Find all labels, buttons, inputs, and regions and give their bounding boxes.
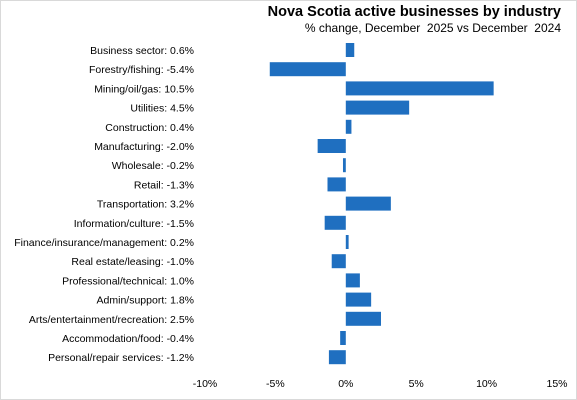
bar (345, 292, 372, 307)
category-label: Utilities: 4.5% (130, 103, 194, 115)
category-label: Arts/entertainment/recreation: 2.5% (29, 314, 194, 326)
bar (327, 177, 346, 192)
category-label: Information/culture: -1.5% (74, 218, 194, 230)
bar (342, 158, 346, 173)
x-tick-label: -5% (266, 378, 285, 390)
category-label: Transportation: 3.2% (97, 199, 194, 211)
x-tick-label: 5% (409, 378, 424, 390)
bar (345, 311, 381, 326)
bar (345, 81, 494, 96)
chart-subtitle: % change, December 2025 vs December 2024 (304, 21, 561, 35)
category-label: Accommodation/food: -0.4% (62, 333, 194, 345)
bar (328, 350, 346, 365)
bar (345, 273, 360, 288)
x-tick-label: 15% (546, 378, 567, 390)
category-label: Business sector: 0.6% (90, 45, 194, 57)
category-label: Manufacturing: -2.0% (94, 141, 194, 153)
category-label: Wholesale: -0.2% (112, 160, 194, 172)
category-label: Mining/oil/gas: 10.5% (94, 83, 194, 95)
category-label: Professional/technical: 1.0% (62, 275, 194, 287)
category-label: Construction: 0.4% (105, 122, 194, 134)
category-label: Forestry/fishing: -5.4% (89, 64, 194, 76)
bar (345, 196, 391, 211)
x-tick-label: -10% (193, 378, 218, 390)
bar (340, 331, 346, 345)
bar (331, 254, 346, 269)
category-label: Admin/support: 1.8% (97, 295, 194, 307)
bar (345, 43, 355, 57)
bar (324, 215, 346, 230)
bar (345, 100, 410, 115)
bar (317, 139, 346, 153)
category-label: Personal/repair services: -1.2% (48, 352, 194, 364)
bar (345, 119, 352, 134)
category-label: Finance/insurance/management: 0.2% (14, 237, 194, 249)
chart-title: Nova Scotia active businesses by industr… (267, 4, 561, 20)
x-tick-label: 0% (338, 378, 353, 390)
category-label: Retail: -1.3% (134, 179, 194, 191)
x-tick-label: 10% (476, 378, 497, 390)
bar (345, 235, 349, 249)
category-label: Real estate/leasing: -1.0% (71, 256, 194, 268)
bar (269, 62, 346, 77)
